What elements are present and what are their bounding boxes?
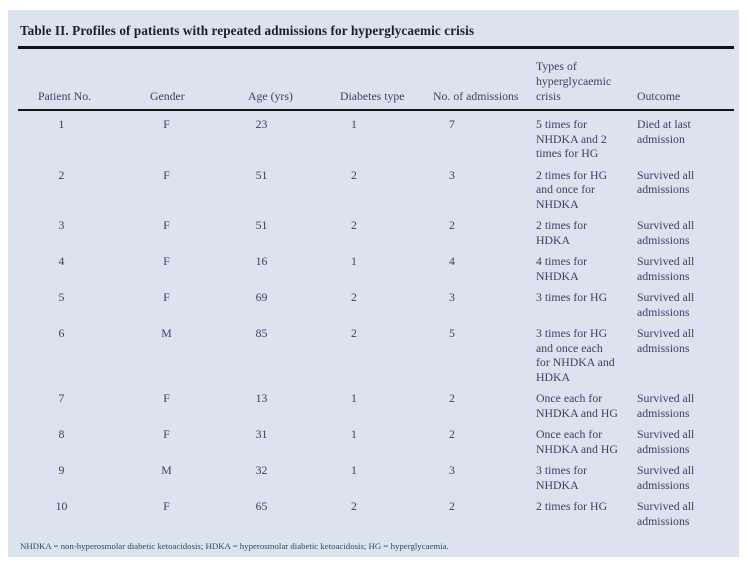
table-cell: Survived all admissions <box>637 290 695 319</box>
title-rule <box>18 46 734 49</box>
column-header: Diabetes type <box>320 49 413 111</box>
table-cell: M <box>161 326 172 340</box>
table-cell: 3 <box>58 218 65 232</box>
table-cell: 5 <box>449 326 455 340</box>
table-cell: 13 <box>255 391 268 405</box>
table-cell: F <box>163 254 170 268</box>
table-cell: 2 <box>449 427 455 441</box>
table-cell: 7 <box>449 117 455 131</box>
table-cell: 1 <box>351 427 357 441</box>
table-cell: 4 times for NHDKA <box>536 254 588 283</box>
table-cell: 1 <box>351 391 357 405</box>
table-cell: 8 <box>58 427 65 441</box>
table-cell: 2 <box>449 218 455 232</box>
table-footnote: NHDKA = non-hyperosmolar diabetic ketoac… <box>20 541 449 551</box>
table-cell: 23 <box>255 117 268 131</box>
column-header: Types of hyperglycaemic crisis <box>516 49 622 111</box>
table-cell: 69 <box>255 290 268 304</box>
table-cell: 4 <box>58 254 65 268</box>
table-cell: 5 <box>58 290 65 304</box>
table-row: 10 F 65 2 2 2 times for HG Survived all admissi… <box>18 497 734 533</box>
table-cell: 1 <box>58 117 65 131</box>
table-cell: 2 times for HDKA <box>536 218 588 247</box>
table-row: 9 M 32 1 3 3 times for NHDKA Survived all admiss… <box>18 461 734 497</box>
table-cell: 3 <box>449 167 455 182</box>
table-cell: 3 <box>449 463 455 477</box>
table-cell: 85 <box>255 326 268 340</box>
table-cell: 2 <box>351 167 357 182</box>
table-cell: 2 <box>449 391 455 405</box>
table-header: Patient No. Gender Age (yrs) Diabetes type N… <box>18 49 734 111</box>
table-cell: 2 <box>449 499 455 513</box>
table-cell: 2 <box>351 326 357 340</box>
table-cell: Once each for NHDKA and HG <box>536 427 618 456</box>
table-cell: 1 <box>351 254 357 268</box>
column-header: Outcome <box>622 49 734 111</box>
table-row: 1 F 23 1 7 5 times for NHDKA and 2 times for HG… <box>18 110 734 166</box>
table-cell: F <box>163 167 170 182</box>
table-cell: 16 <box>255 254 268 268</box>
table-row: 5 F 69 2 3 3 times for HG Survived all admissio… <box>18 288 734 324</box>
table-cell: Survived all admissions <box>637 427 695 456</box>
table-cell: 51 <box>255 218 268 232</box>
table-cell: F <box>163 499 170 513</box>
column-header: Age (yrs) <box>228 49 320 111</box>
table-cell: Survived all admissions <box>637 218 695 247</box>
table-cell: 1 <box>351 117 357 131</box>
patients-table: Patient No. Gender Age (yrs) Diabetes type N… <box>18 49 734 533</box>
table-cell: 32 <box>255 463 268 477</box>
table-card: Table II. Profiles of patients with repe… <box>8 10 739 557</box>
table-cell: 51 <box>255 167 268 182</box>
table-cell: 10 <box>55 499 68 513</box>
table-row: 7 F 13 1 2 Once each for NHDKA and HG Survived … <box>18 389 734 425</box>
table-cell: M <box>161 463 172 477</box>
table-row: 6 M 85 2 5 3 times for HG and once each for NHD… <box>18 324 734 389</box>
table-cell: Once each for NHDKA and HG <box>536 391 618 420</box>
table-cell: Survived all admissions <box>637 326 695 355</box>
table-cell: F <box>163 218 170 232</box>
table-cell: 65 <box>255 499 268 513</box>
table-cell: 2 <box>351 218 357 232</box>
table-cell: F <box>163 427 170 441</box>
table-row: 2 F 51 2 3 2 times for HG and once for NHDKA Sur… <box>18 166 734 217</box>
table-cell: F <box>163 290 170 304</box>
table-cell: 2 <box>58 167 65 182</box>
table-row: 3 F 51 2 2 2 times for HDKA Survived all admiss… <box>18 216 734 252</box>
table-cell: 2 times for HG and once for NHDKA <box>536 167 608 211</box>
table-cell: Survived all admissions <box>637 167 695 197</box>
table-row: 4 F 16 1 4 4 times for NHDKA Survived all admiss… <box>18 252 734 288</box>
table-cell: Died at last admission <box>637 117 691 146</box>
table-cell: Survived all admissions <box>637 254 695 283</box>
table-row: 8 F 31 1 2 Once each for NHDKA and HG Survived … <box>18 425 734 461</box>
table-cell: Survived all admissions <box>637 391 695 420</box>
table-cell: 2 <box>351 290 357 304</box>
table-cell: 7 <box>58 391 65 405</box>
table-title: Table II. Profiles of patients with repe… <box>20 23 475 38</box>
table-cell: 5 times for NHDKA and 2 times for HG <box>536 117 607 160</box>
table-cell: 2 <box>351 499 357 513</box>
table-cell: F <box>163 391 170 405</box>
table-cell: 3 times for HG <box>536 290 608 304</box>
column-header: Gender <box>130 49 228 111</box>
table-cell: 6 <box>58 326 65 340</box>
table-cell: 3 times for NHDKA <box>536 463 588 492</box>
table-cell: Survived all admissions <box>637 499 695 528</box>
table-cell: 1 <box>351 463 357 477</box>
column-header: No. of admissions <box>413 49 519 111</box>
table-cell: 9 <box>58 463 65 477</box>
column-header: Patient No. <box>18 49 130 111</box>
table-body: 1 F 23 1 7 5 times for NHDKA and 2 times for HG… <box>18 110 734 533</box>
table-cell: Survived all admissions <box>637 463 695 492</box>
table-cell: 2 times for HG <box>536 499 608 513</box>
header-row: Patient No. Gender Age (yrs) Diabetes type N… <box>18 49 734 111</box>
table-cell: 3 <box>449 290 455 304</box>
table-cell: 4 <box>449 254 455 268</box>
table-cell: 31 <box>255 427 268 441</box>
table-cell: 3 times for HG and once each for NHDKA and… <box>536 326 615 384</box>
table-cell: F <box>163 117 170 131</box>
